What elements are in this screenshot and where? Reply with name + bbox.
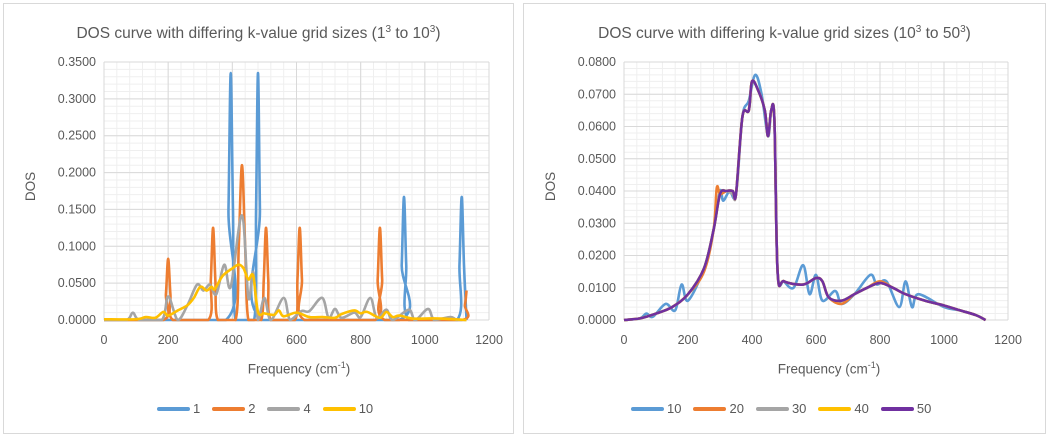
x-tick-label: 0 [101,333,108,347]
x-tick-label: 400 [742,333,763,347]
y-tick-label: 0.3500 [58,55,96,69]
x-tick-label: 800 [350,333,371,347]
chart-title: DOS curve with differing k-value grid si… [76,24,441,43]
series-line-4 [103,214,467,322]
y-tick-label: 0.0100 [578,281,616,295]
x-tick-label: 1000 [930,333,958,347]
legend-label: 50 [916,401,932,416]
x-tick-label: 1200 [994,333,1022,347]
y-axis-label: DOS [23,171,39,202]
legend: 1 2 4 10 [157,401,385,416]
series-line-10 [103,263,467,322]
x-tick-label: 600 [806,333,827,347]
y-tick-label: 0.0000 [578,313,616,327]
y-tick-label: 0.0300 [578,216,616,230]
y-tick-label: 0.2000 [58,166,96,180]
legend-label: 10 [667,401,682,416]
x-tick-label: 800 [870,333,891,347]
legend-label: 4 [303,401,311,416]
y-tick-label: 0.0000 [58,313,96,327]
legend-item-10: 10 [322,401,374,416]
legend-swatch [157,406,190,411]
x-tick-label: 400 [222,333,243,347]
y-axis-label: DOS [543,171,559,202]
legend-label: 2 [248,401,256,416]
legend-swatch [631,406,664,411]
plot-area: 0.0000 0.0500 0.1000 0.1500 0.2000 0.2500 0.30… [58,55,503,347]
legend-label: 10 [358,401,374,416]
legend-item-1: 1 [157,401,200,416]
legend-swatch [267,406,301,411]
series-line-50 [623,79,987,322]
legend-swatch [818,406,852,411]
plot-area: 0.0000 0.0100 0.0200 0.0300 0.0400 0.0500 0.06… [578,55,1022,347]
y-tick-label: 0.0200 [578,249,616,263]
legend-item-40: 40 [818,401,869,416]
y-tick-label: 0.0400 [578,184,616,198]
legend: 10 20 30 40 50 [631,401,943,416]
x-tick-label: 1000 [411,333,439,347]
x-tick-label: 200 [678,333,699,347]
x-tick-label: 1200 [475,333,503,347]
x-tick-label: 0 [621,333,628,347]
legend-item-30: 30 [755,401,807,416]
y-tick-label: 0.0800 [578,55,616,69]
series-line-2 [103,163,470,322]
legend-label: 1 [193,401,201,416]
series-line-1 [103,71,468,322]
chart-title: DOS curve with differing k-value grid si… [598,24,971,43]
x-axis-label: Frequency (cm-1) [247,360,351,377]
y-tick-label: 0.0500 [578,152,616,166]
legend-swatch [880,406,914,411]
legend-label: 40 [854,401,869,416]
y-tick-label: 0.0700 [578,87,616,101]
legend-item-50: 50 [880,401,932,416]
y-tick-label: 0.3000 [58,92,96,106]
legend-item-2: 2 [212,401,255,416]
dos-chart-small-grids: DOS curve with differing k-value grid si… [3,3,514,434]
legend-swatch [212,406,246,411]
legend-item-4: 4 [267,401,311,416]
y-tick-label: 0.1000 [58,239,96,253]
legend-swatch [693,406,727,411]
y-tick-label: 0.0600 [578,120,616,134]
legend-item-20: 20 [693,401,744,416]
legend-swatch [755,406,789,411]
y-tick-label: 0.1500 [58,202,96,216]
legend-swatch [322,406,356,411]
legend-label: 20 [729,401,744,416]
x-axis-label: Frequency (cm-1) [777,360,881,377]
dos-chart-large-grids: DOS curve with differing k-value grid si… [523,3,1046,434]
legend-item-10: 10 [631,401,681,416]
y-tick-label: 0.0500 [58,276,96,290]
x-tick-label: 600 [286,333,307,347]
legend-label: 30 [791,401,807,416]
y-tick-label: 0.2500 [58,129,96,143]
x-tick-label: 200 [158,333,179,347]
